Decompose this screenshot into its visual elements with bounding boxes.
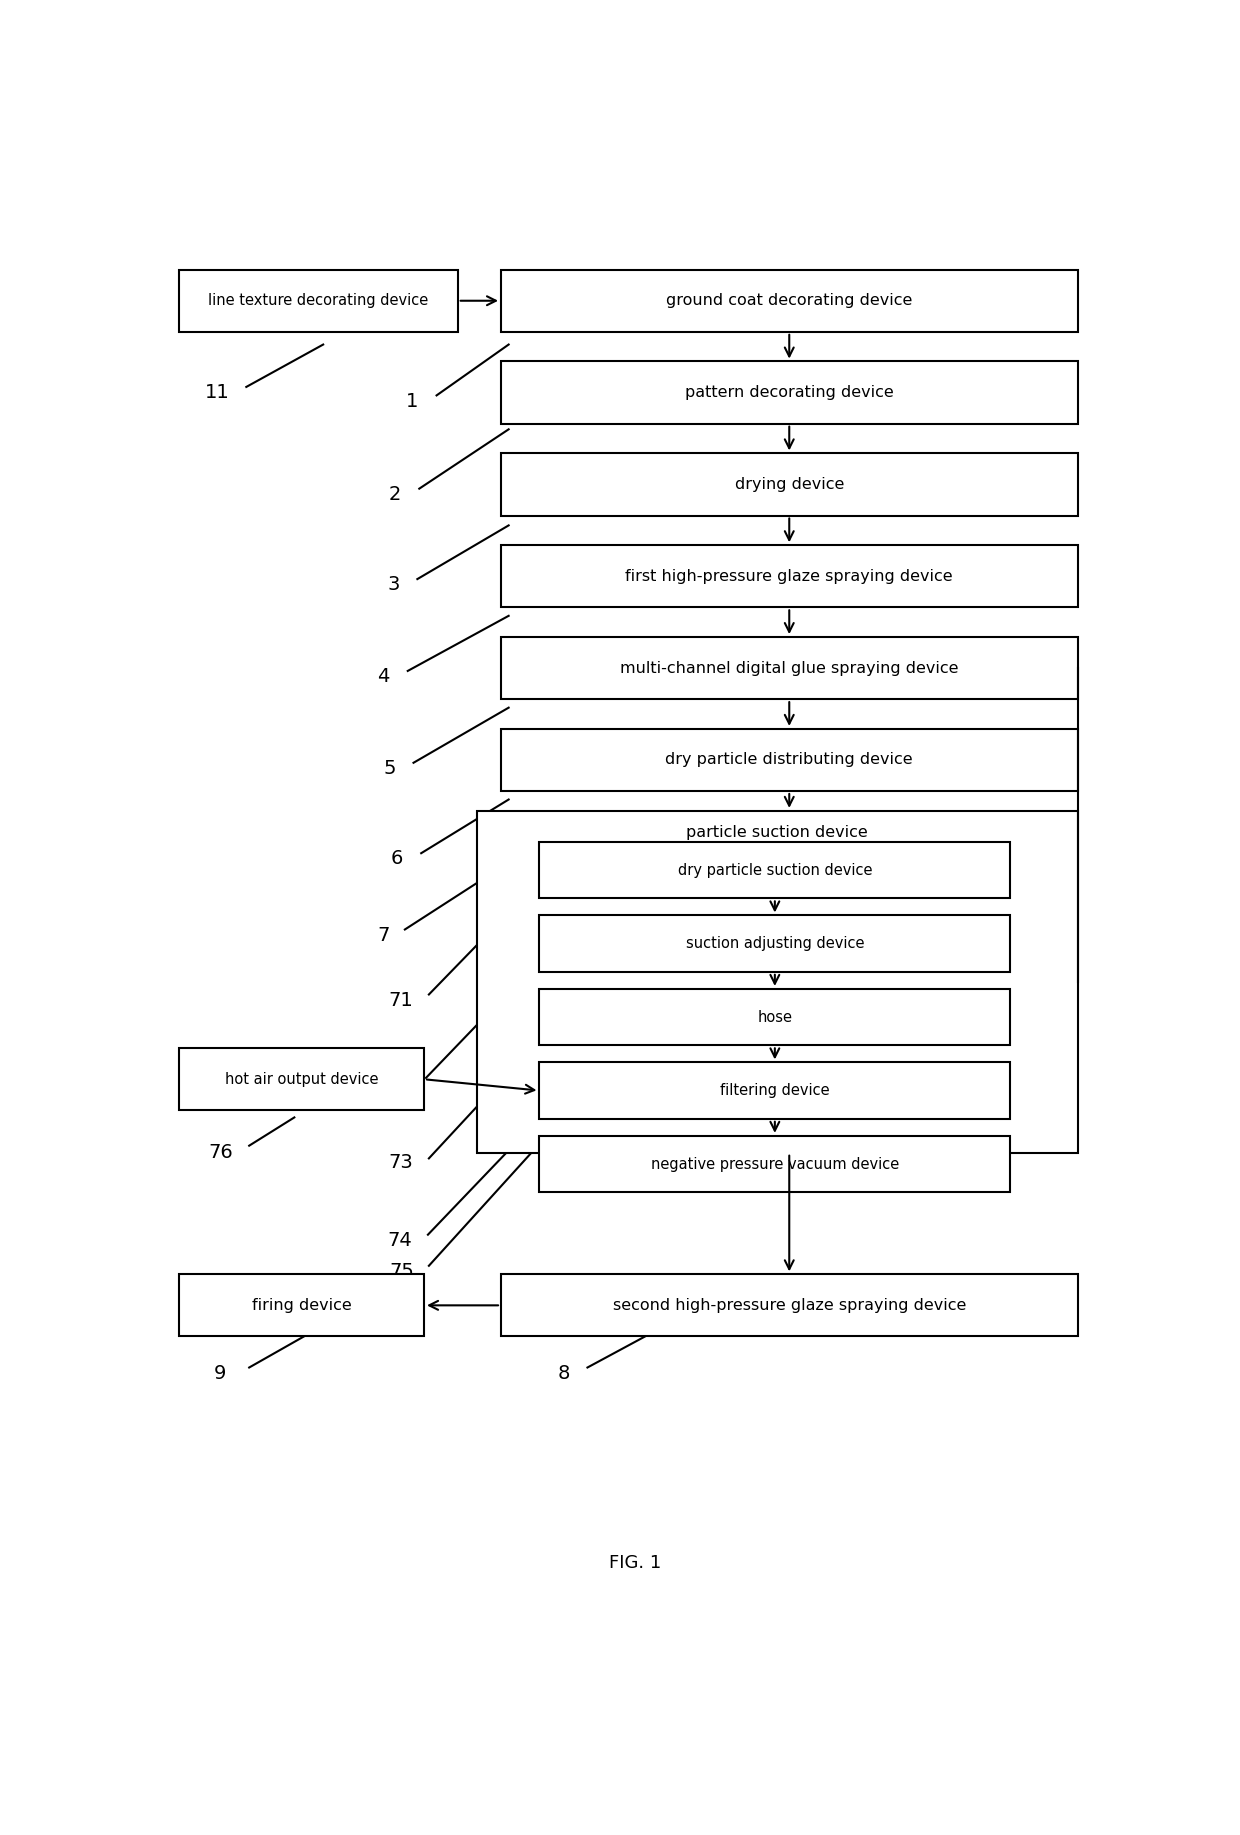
FancyBboxPatch shape — [179, 1273, 424, 1336]
FancyBboxPatch shape — [501, 453, 1078, 516]
Text: 3: 3 — [387, 574, 399, 595]
Text: 71: 71 — [388, 991, 413, 1009]
FancyBboxPatch shape — [539, 916, 1011, 973]
Text: line texture decorating device: line texture decorating device — [208, 294, 429, 308]
FancyBboxPatch shape — [539, 1136, 1011, 1193]
Text: 11: 11 — [205, 384, 229, 402]
FancyBboxPatch shape — [501, 637, 1078, 699]
Text: 74: 74 — [388, 1231, 413, 1250]
Text: dry particle suction device: dry particle suction device — [677, 862, 872, 877]
Text: hot air output device: hot air output device — [224, 1072, 378, 1086]
FancyBboxPatch shape — [501, 270, 1078, 332]
Text: 1: 1 — [407, 391, 419, 411]
Text: 5: 5 — [383, 760, 396, 778]
Text: 8: 8 — [557, 1363, 569, 1382]
Text: drying device: drying device — [734, 477, 844, 492]
Text: hose: hose — [758, 1009, 792, 1024]
Text: 73: 73 — [388, 1152, 413, 1173]
Text: first high-pressure glaze spraying device: first high-pressure glaze spraying devic… — [625, 569, 954, 584]
Text: 6: 6 — [391, 850, 403, 868]
Text: particle suction device: particle suction device — [687, 824, 868, 839]
Text: filtering device: filtering device — [720, 1083, 830, 1097]
Text: multi-channel digital glue spraying device: multi-channel digital glue spraying devi… — [620, 661, 959, 675]
Text: pattern decorating device: pattern decorating device — [684, 385, 894, 400]
Text: 2: 2 — [389, 484, 402, 505]
Text: 9: 9 — [215, 1363, 227, 1382]
Text: 75: 75 — [389, 1262, 414, 1281]
FancyBboxPatch shape — [501, 545, 1078, 607]
Text: suction adjusting device: suction adjusting device — [686, 936, 864, 951]
Text: 72: 72 — [386, 1073, 410, 1092]
FancyBboxPatch shape — [539, 842, 1011, 899]
Text: 4: 4 — [377, 668, 389, 686]
FancyBboxPatch shape — [539, 1062, 1011, 1119]
FancyBboxPatch shape — [501, 1273, 1078, 1336]
Text: dry particle distributing device: dry particle distributing device — [666, 752, 913, 767]
Text: second high-pressure glaze spraying device: second high-pressure glaze spraying devi… — [613, 1297, 966, 1312]
FancyBboxPatch shape — [501, 728, 1078, 791]
FancyBboxPatch shape — [179, 1048, 424, 1110]
Text: ground coat decorating device: ground coat decorating device — [666, 294, 913, 308]
Text: negative pressure vacuum device: negative pressure vacuum device — [651, 1156, 899, 1171]
Text: firing device: firing device — [252, 1297, 351, 1312]
Text: 7: 7 — [377, 925, 389, 945]
Text: FIG. 1: FIG. 1 — [609, 1554, 662, 1571]
FancyBboxPatch shape — [179, 270, 458, 332]
FancyBboxPatch shape — [477, 811, 1078, 1152]
FancyBboxPatch shape — [501, 361, 1078, 424]
FancyBboxPatch shape — [539, 989, 1011, 1046]
Text: 76: 76 — [208, 1143, 233, 1162]
